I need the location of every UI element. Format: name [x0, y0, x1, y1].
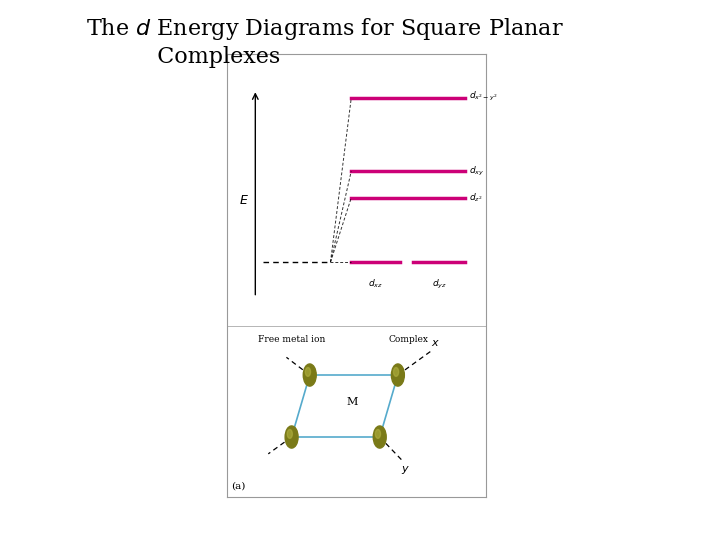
- Text: $x$: $x$: [431, 338, 440, 348]
- Circle shape: [303, 364, 316, 386]
- Circle shape: [392, 364, 405, 386]
- Circle shape: [373, 426, 386, 448]
- Text: $d_{z^2}$: $d_{z^2}$: [469, 192, 483, 204]
- Text: $E$: $E$: [239, 194, 248, 207]
- Text: The $d$ Energy Diagrams for Square Planar
          Complexes: The $d$ Energy Diagrams for Square Plana…: [86, 16, 564, 68]
- Text: $d_{x^2-y^2}$: $d_{x^2-y^2}$: [469, 90, 498, 103]
- Text: (a): (a): [230, 481, 245, 490]
- Text: M: M: [347, 396, 358, 407]
- Circle shape: [285, 426, 298, 448]
- Text: $d_{xz}$: $d_{xz}$: [369, 278, 383, 290]
- Circle shape: [375, 429, 380, 438]
- Text: $d_{xy}$: $d_{xy}$: [469, 165, 485, 178]
- Text: Free metal ion: Free metal ion: [258, 335, 325, 344]
- Circle shape: [393, 368, 399, 376]
- Circle shape: [305, 368, 310, 376]
- Text: $y$: $y$: [401, 464, 410, 476]
- Text: $d_{yz}$: $d_{yz}$: [432, 278, 447, 291]
- Text: Complex: Complex: [388, 335, 428, 344]
- Circle shape: [287, 429, 292, 438]
